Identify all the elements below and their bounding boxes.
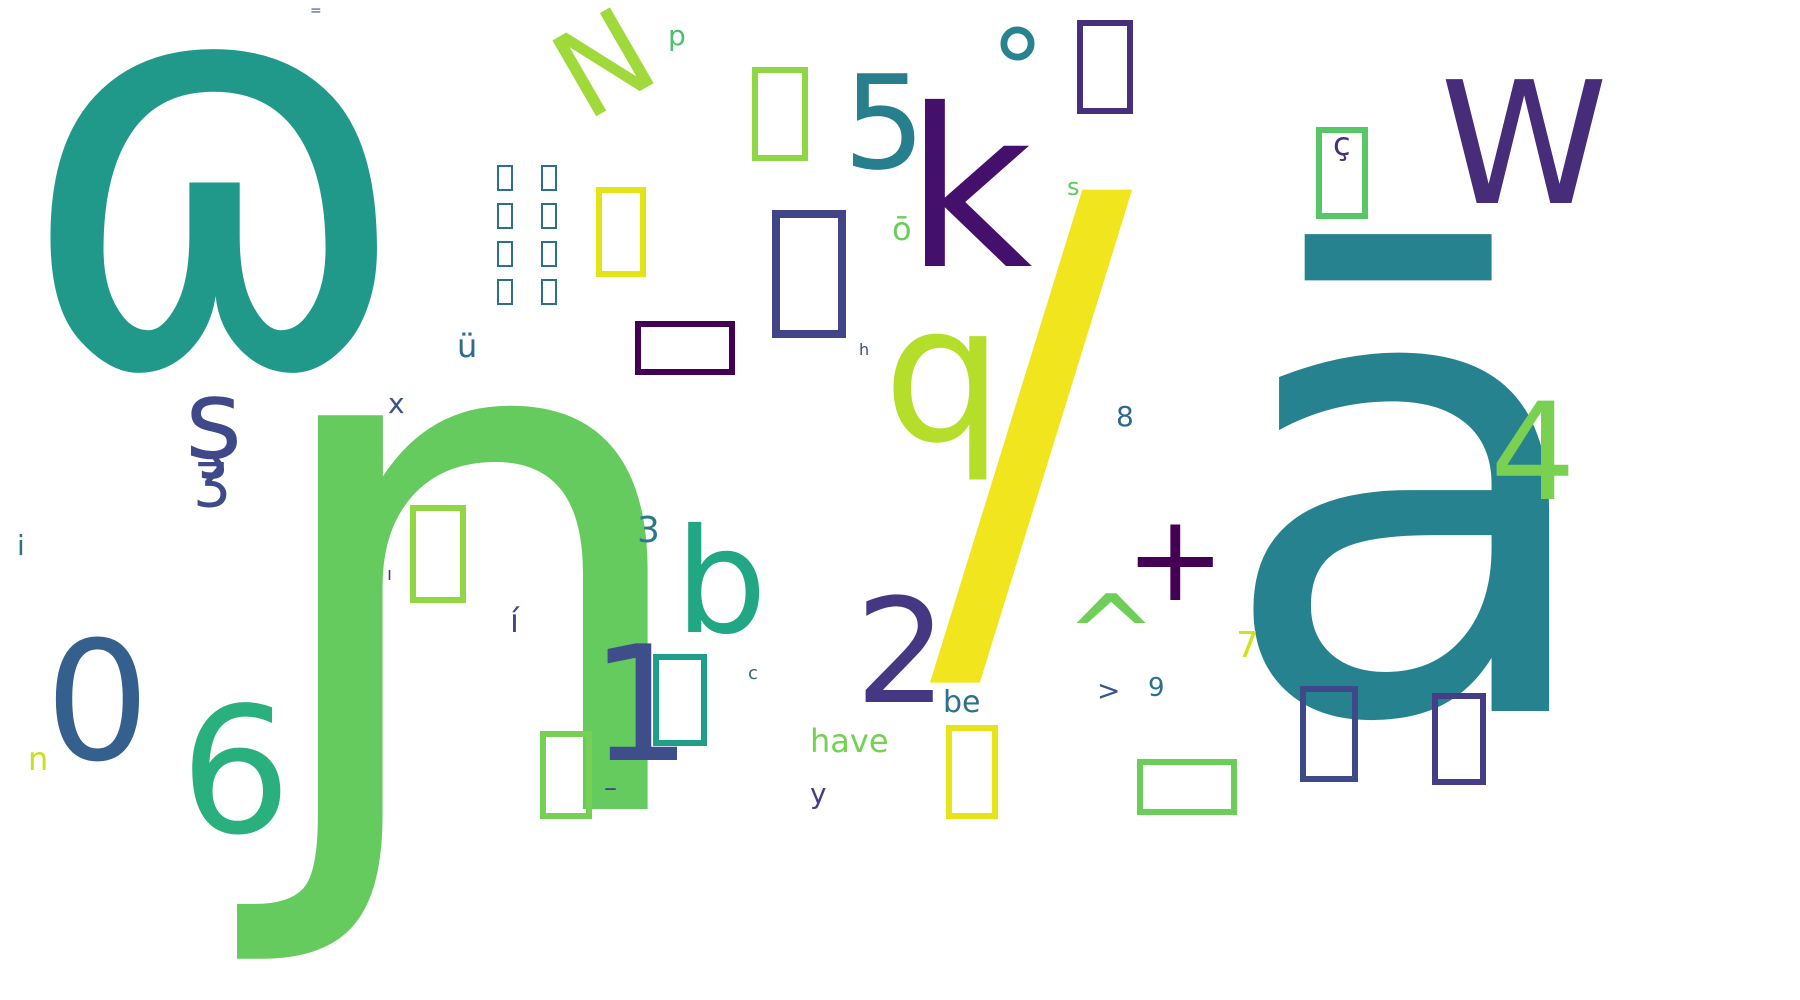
word-7: 7	[1236, 625, 1259, 666]
tofu-box	[541, 241, 557, 267]
word-y: y	[810, 777, 827, 810]
word-5: 5	[843, 47, 926, 199]
word-omega: ɷ	[10, 0, 418, 496]
word-en-dash: –	[604, 773, 617, 803]
tofu-box	[653, 654, 707, 746]
word-1: 1	[590, 611, 692, 798]
word-k: k	[905, 62, 1033, 318]
tofu-box	[497, 203, 513, 229]
word-q: q	[883, 264, 1004, 485]
word-have: have	[810, 722, 889, 760]
word-u-umlaut: ü	[457, 327, 478, 365]
word-N-rotated: N	[531, 0, 679, 148]
word-0: 0	[45, 606, 150, 798]
word-i: i	[17, 529, 25, 562]
word-W: W	[1440, 46, 1609, 244]
tofu-box	[1077, 20, 1133, 114]
word-s-cedilla: ş	[185, 356, 243, 484]
word-caret: ^	[1065, 571, 1158, 699]
word-n-hook: ɲ	[250, 141, 716, 979]
word-b: b	[675, 498, 768, 667]
word-o-macron: ō	[892, 210, 912, 248]
word-h: h	[859, 340, 870, 359]
word-3: 3	[637, 510, 660, 551]
word-a-macron: ā	[1215, 117, 1608, 862]
word-dotless-i: ı	[387, 564, 393, 585]
word-i-acute: í	[510, 602, 519, 640]
tofu-box	[497, 279, 513, 305]
tofu-box	[497, 165, 513, 191]
word-9: 9	[1148, 673, 1165, 703]
tofu-column	[497, 165, 517, 305]
word-c: c	[748, 663, 758, 684]
tofu-box	[410, 505, 466, 603]
tofu-box	[1316, 127, 1368, 219]
tofu-box	[541, 203, 557, 229]
word-c-cedilla: ç	[1333, 125, 1351, 163]
word-degree: °	[990, 6, 1045, 134]
word-p: p	[668, 19, 686, 52]
word-be: be	[943, 685, 981, 720]
tofu-box	[541, 279, 557, 305]
word-x: x	[388, 387, 405, 420]
tofu-box	[1137, 759, 1237, 815]
tofu-box	[946, 725, 998, 819]
tofu-box	[541, 165, 557, 191]
tofu-box	[1300, 686, 1358, 782]
word-2: 2	[855, 568, 948, 737]
tofu-box	[772, 210, 846, 338]
tofu-box	[635, 321, 735, 375]
word-s: s	[1067, 173, 1080, 201]
tofu-box	[1432, 693, 1486, 785]
tofu-box	[540, 731, 592, 819]
word-8: 8	[1116, 400, 1134, 433]
word-slash: /	[930, 70, 1133, 769]
tofu-box	[497, 241, 513, 267]
word-6: 6	[180, 671, 292, 874]
tofu-column	[541, 165, 561, 305]
word-n: n	[28, 740, 49, 778]
word-ezh: ʒ	[195, 440, 230, 510]
tofu-box	[752, 67, 808, 161]
word-plus: +	[1125, 490, 1226, 629]
tofu-box	[596, 187, 646, 277]
word-4: 4	[1490, 374, 1576, 531]
word-greater-than: >	[1097, 674, 1121, 707]
word-equals: =	[310, 3, 322, 19]
